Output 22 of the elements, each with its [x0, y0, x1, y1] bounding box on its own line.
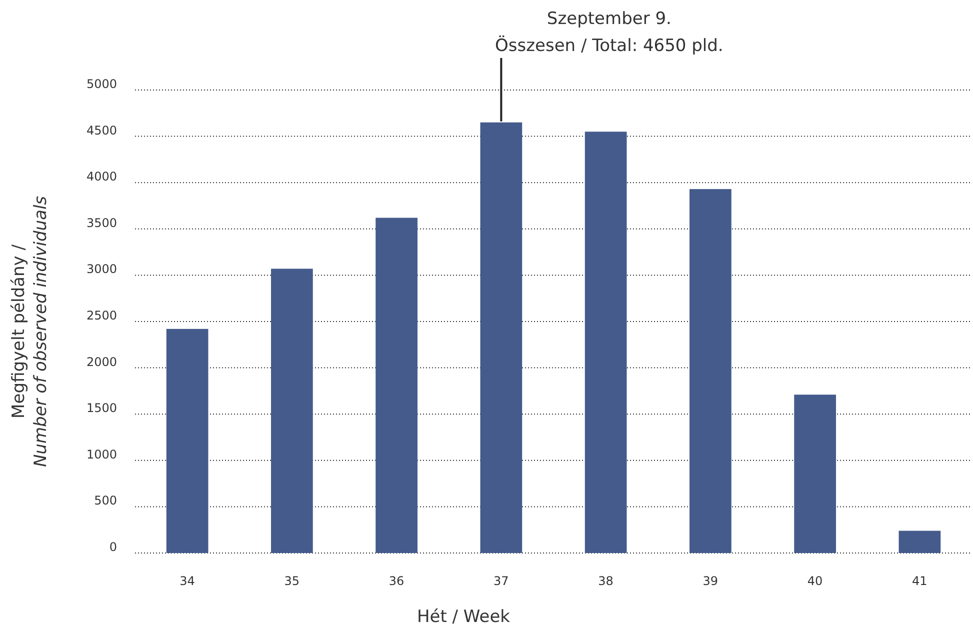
y-tick-label: 4000: [86, 170, 117, 184]
y-tick-label: 0: [109, 540, 117, 554]
x-tick-label: 34: [180, 574, 195, 588]
y-tick-label: 3000: [86, 262, 117, 276]
y-tick-label: 1000: [86, 447, 117, 462]
y-tick-label: 4500: [86, 123, 117, 138]
y-tick-label: 1500: [86, 401, 117, 416]
y-tick-label: 3500: [86, 216, 117, 230]
x-tick-label: 37: [494, 574, 509, 588]
x-tick-label: 35: [284, 574, 300, 588]
y-tick-label: 500: [94, 494, 117, 508]
x-tick-label: 38: [598, 574, 614, 588]
y-tick-label: 5000: [86, 77, 117, 91]
y-tick-label: 2500: [86, 308, 117, 322]
x-axis-title: Hét / Week: [416, 607, 510, 627]
x-tick-label: 36: [388, 574, 404, 588]
x-tick-label: 41: [912, 574, 928, 588]
annotation: Szeptember 9. Összesen / Total: 4650 pld.: [495, 9, 724, 56]
x-tick-label: 39: [702, 574, 718, 588]
x-tick-label: 40: [807, 574, 823, 588]
y-axis-title: Megfigyelt példány / Number of observed individuals: [9, 196, 51, 468]
y-tick-label: 2000: [86, 354, 117, 369]
